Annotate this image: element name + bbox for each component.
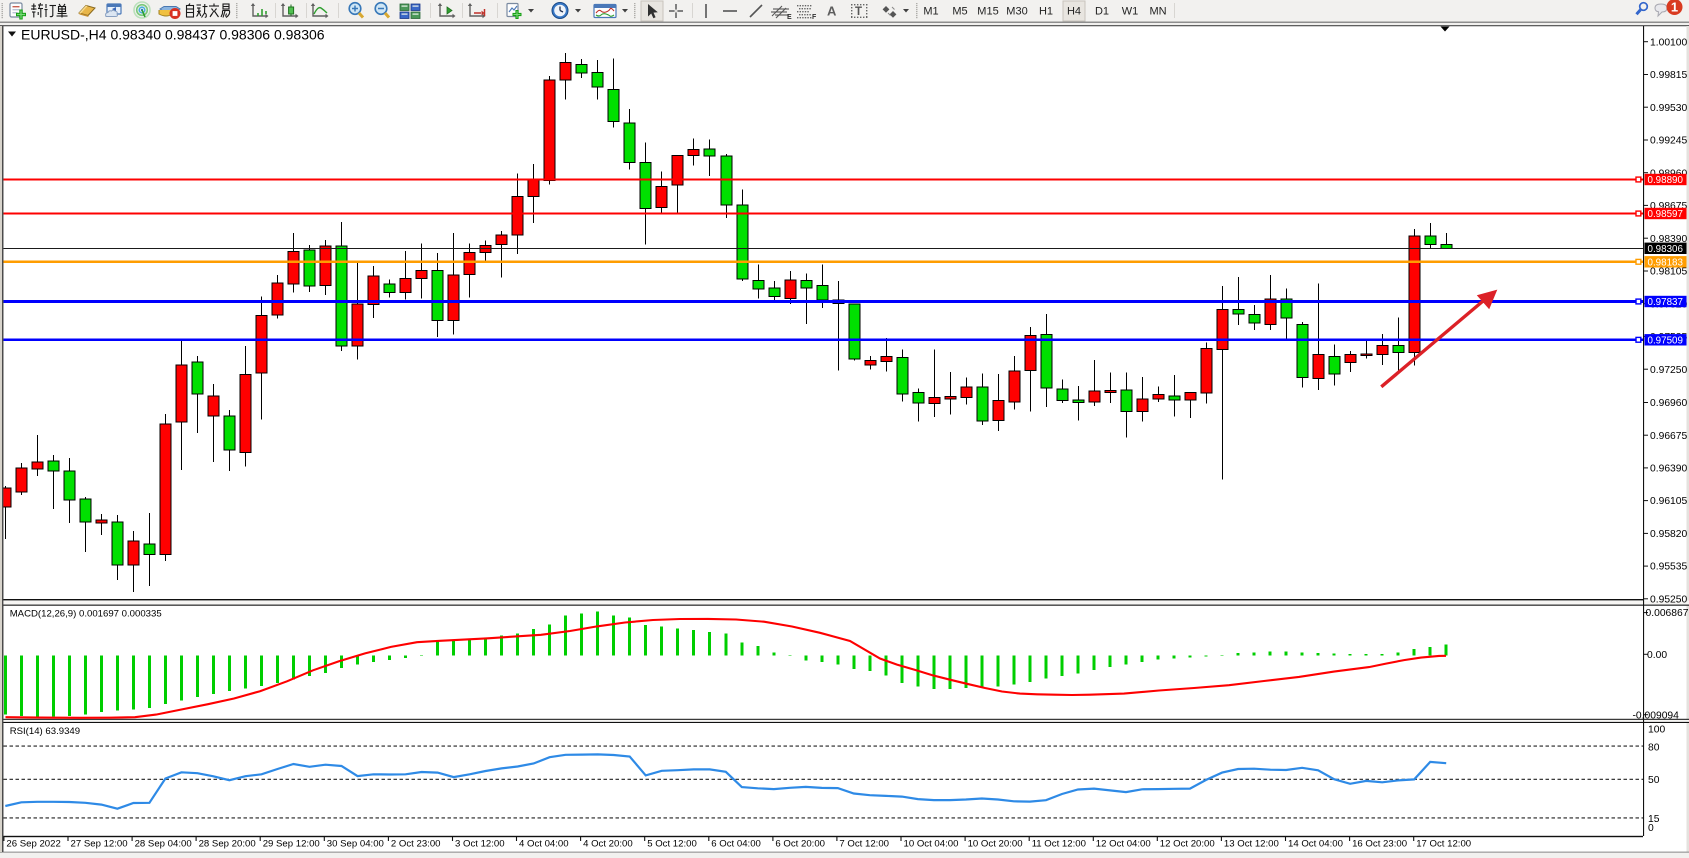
svg-text:MN: MN (1149, 6, 1166, 18)
svg-text:0.97509: 0.97509 (1648, 336, 1683, 347)
svg-text:1: 1 (1671, 0, 1678, 15)
svg-text:0.98183: 0.98183 (1648, 258, 1684, 269)
svg-text:A: A (827, 4, 837, 19)
svg-text:5 Oct 12:00: 5 Oct 12:00 (647, 839, 697, 850)
svg-text:30 Sep 04:00: 30 Sep 04:00 (327, 839, 384, 850)
svg-text:0: 0 (1648, 823, 1654, 834)
svg-text:0.96105: 0.96105 (1650, 496, 1687, 507)
svg-text:E: E (787, 14, 792, 21)
svg-text:H4: H4 (1067, 6, 1081, 18)
svg-text:0.98597: 0.98597 (1648, 209, 1683, 220)
svg-text:0.96960: 0.96960 (1650, 398, 1687, 409)
svg-text:M1: M1 (923, 6, 938, 18)
svg-text:M30: M30 (1006, 6, 1027, 18)
svg-text:0.00: 0.00 (1647, 650, 1667, 661)
svg-text:0.99245: 0.99245 (1650, 136, 1687, 147)
svg-text:13 Oct 12:00: 13 Oct 12:00 (1224, 839, 1279, 850)
svg-text:MACD(12,26,9) 0.001697 0.00033: MACD(12,26,9) 0.001697 0.000335 (10, 609, 162, 620)
svg-text:0.95250: 0.95250 (1650, 594, 1687, 605)
svg-text:H1: H1 (1039, 6, 1053, 18)
svg-text:28 Sep 20:00: 28 Sep 20:00 (199, 839, 256, 850)
svg-text:10 Oct 04:00: 10 Oct 04:00 (904, 839, 959, 850)
svg-text:14 Oct 04:00: 14 Oct 04:00 (1288, 839, 1343, 850)
svg-text:50: 50 (1648, 775, 1660, 786)
svg-text:12 Oct 04:00: 12 Oct 04:00 (1096, 839, 1151, 850)
svg-text:29 Sep 12:00: 29 Sep 12:00 (263, 839, 320, 850)
svg-text:M5: M5 (952, 6, 967, 18)
svg-text:0.95535: 0.95535 (1650, 562, 1687, 573)
svg-text:0.98390: 0.98390 (1650, 234, 1687, 245)
svg-text:27 Sep 12:00: 27 Sep 12:00 (71, 839, 128, 850)
svg-text:28 Sep 04:00: 28 Sep 04:00 (135, 839, 192, 850)
svg-text:7 Oct 12:00: 7 Oct 12:00 (839, 839, 889, 850)
svg-text:10 Oct 20:00: 10 Oct 20:00 (968, 839, 1023, 850)
svg-text:80: 80 (1648, 743, 1660, 754)
svg-text:F: F (812, 14, 817, 21)
svg-text:0.96390: 0.96390 (1650, 464, 1687, 475)
svg-text:16 Oct 23:00: 16 Oct 23:00 (1352, 839, 1407, 850)
svg-text:M15: M15 (977, 6, 998, 18)
svg-text:4 Oct 20:00: 4 Oct 20:00 (583, 839, 633, 850)
svg-text:12 Oct 20:00: 12 Oct 20:00 (1160, 839, 1215, 850)
svg-text:26 Sep 2022: 26 Sep 2022 (6, 839, 60, 850)
svg-text:6 Oct 04:00: 6 Oct 04:00 (711, 839, 761, 850)
svg-text:0.97837: 0.97837 (1648, 297, 1683, 308)
svg-text:0.96675: 0.96675 (1650, 431, 1687, 442)
svg-text:0.99530: 0.99530 (1650, 103, 1687, 114)
svg-text:D1: D1 (1095, 6, 1109, 18)
svg-text:0.98675: 0.98675 (1650, 201, 1687, 212)
svg-text:6 Oct 20:00: 6 Oct 20:00 (775, 839, 825, 850)
svg-text:17 Oct 12:00: 17 Oct 12:00 (1416, 839, 1471, 850)
svg-text:100: 100 (1648, 725, 1665, 736)
svg-text:15: 15 (1648, 814, 1660, 825)
svg-text:3 Oct 12:00: 3 Oct 12:00 (455, 839, 505, 850)
svg-text:0.97250: 0.97250 (1650, 365, 1687, 376)
svg-text:RSI(14) 63.9349: RSI(14) 63.9349 (10, 726, 80, 737)
svg-text:0.98890: 0.98890 (1648, 175, 1684, 186)
svg-text:1.00100: 1.00100 (1650, 37, 1687, 48)
svg-text:4 Oct 04:00: 4 Oct 04:00 (519, 839, 569, 850)
svg-text:2 Oct 23:00: 2 Oct 23:00 (391, 839, 441, 850)
svg-text:0.006867: 0.006867 (1646, 608, 1689, 619)
svg-text:0.99815: 0.99815 (1650, 70, 1687, 81)
svg-text:0.95820: 0.95820 (1650, 529, 1687, 540)
svg-text:T: T (855, 6, 862, 18)
svg-text:0.98306: 0.98306 (1648, 244, 1684, 255)
svg-text:0.98105: 0.98105 (1650, 267, 1687, 278)
svg-text:W1: W1 (1122, 6, 1139, 18)
svg-text:EURUSD-,H4 0.98340 0.98437 0.: EURUSD-,H4 0.98340 0.98437 0.98306 0.983… (21, 27, 325, 43)
svg-text:11 Oct 12:00: 11 Oct 12:00 (1032, 839, 1086, 850)
svg-text:-0.009094: -0.009094 (1633, 710, 1680, 721)
